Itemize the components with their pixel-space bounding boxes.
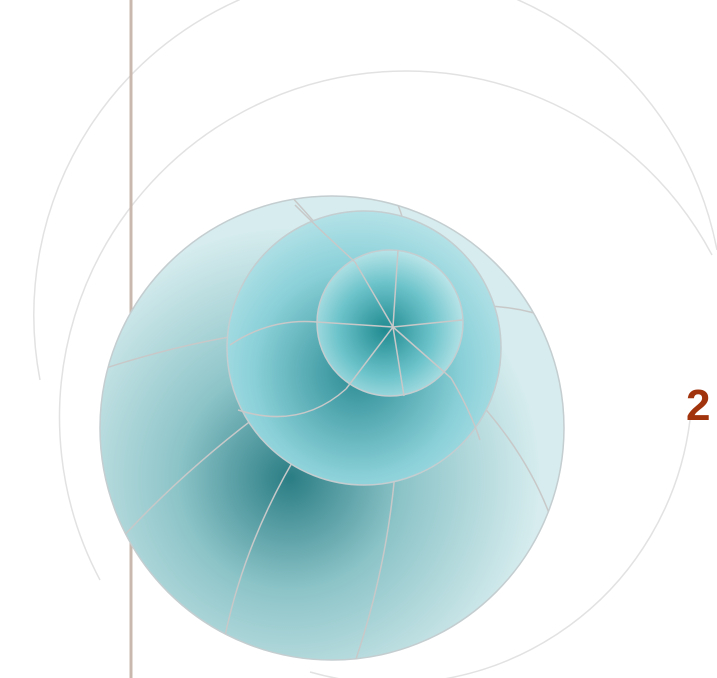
outer-arcs (33, 0, 717, 678)
slide-number-fragment: 2 (686, 381, 711, 430)
